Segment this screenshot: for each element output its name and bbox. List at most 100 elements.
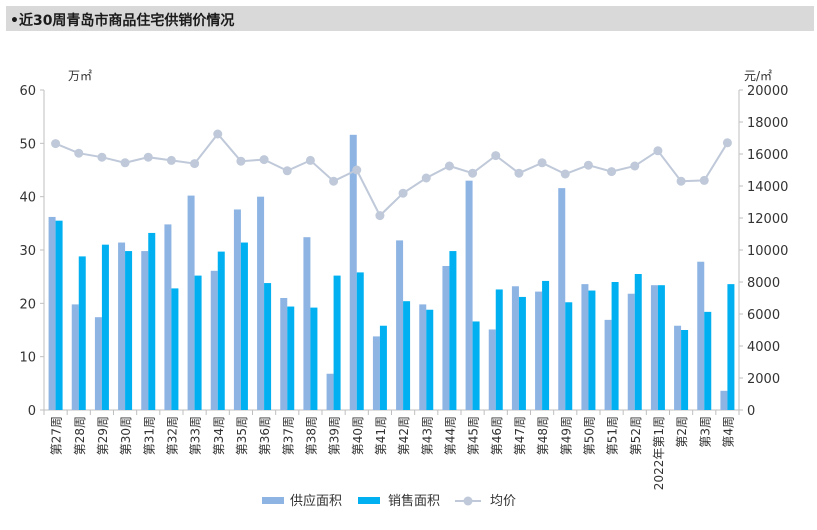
bar-sales <box>634 274 642 410</box>
x-tick-label: 第31周 <box>142 416 156 455</box>
y-left-tick-label: 40 <box>19 191 36 206</box>
point-price <box>166 155 176 165</box>
point-price <box>190 159 200 169</box>
bar-supply <box>511 286 519 410</box>
bar-supply <box>419 304 427 410</box>
y-right-tick-label: 6000 <box>747 308 780 323</box>
bar-sales <box>518 296 526 410</box>
chart-title: •近30周青岛市商品住宅供销价情况 <box>10 13 235 29</box>
bar-sales <box>565 302 573 410</box>
bar-sales <box>55 220 63 410</box>
point-price <box>74 148 84 158</box>
point-price <box>653 146 663 156</box>
legend-label-price: 均价 <box>490 494 516 509</box>
y-right-tick-label: 12000 <box>747 212 788 227</box>
x-tick-label: 第51周 <box>606 416 620 455</box>
bar-supply <box>326 373 334 410</box>
bar-supply <box>280 298 288 410</box>
bar-supply <box>650 285 658 410</box>
point-price <box>421 173 431 183</box>
bar-sales <box>171 288 179 410</box>
bar-sales <box>542 280 550 410</box>
point-price <box>491 151 501 161</box>
bar-sales <box>611 282 619 410</box>
y-right-tick-label: 0 <box>747 404 755 419</box>
x-tick-label: 第29周 <box>96 416 110 455</box>
y-right-unit-label: 元/㎡ <box>744 69 772 83</box>
point-price <box>583 160 593 170</box>
legend-label-supply: 供应面积 <box>290 493 342 509</box>
x-tick-label: 第30周 <box>119 416 133 455</box>
x-tick-label: 第32周 <box>165 416 179 455</box>
bar-supply <box>558 188 566 410</box>
point-price <box>213 129 223 139</box>
bar-supply <box>303 237 311 410</box>
x-tick-label: 第33周 <box>189 416 203 455</box>
point-price <box>143 152 153 162</box>
bar-supply <box>488 329 496 410</box>
bar-sales <box>217 251 225 410</box>
bar-supply <box>627 293 635 410</box>
x-tick-label: 第36周 <box>258 416 272 455</box>
bar-supply <box>141 251 149 410</box>
bar-sales <box>264 283 272 410</box>
bar-supply <box>442 266 450 410</box>
y-right-tick-label: 10000 <box>747 244 788 259</box>
bar-supply <box>697 261 705 410</box>
bar-sales <box>125 251 133 410</box>
x-tick-label: 第47周 <box>513 416 527 455</box>
bar-sales <box>78 256 86 410</box>
bar-sales <box>194 275 202 410</box>
bar-sales <box>148 232 156 410</box>
bar-sales <box>704 311 712 410</box>
y-right-tick-label: 16000 <box>747 148 788 163</box>
bar-sales <box>240 242 248 410</box>
point-price <box>444 161 454 171</box>
x-tick-label: 第46周 <box>490 416 504 455</box>
bar-sales <box>657 285 665 410</box>
bar-sales <box>588 290 596 410</box>
bar-supply <box>720 390 728 410</box>
bar-supply <box>71 304 79 410</box>
x-tick-label: 第45周 <box>467 416 481 455</box>
bar-sales <box>426 309 434 410</box>
point-price <box>329 176 339 186</box>
bar-supply <box>465 180 473 410</box>
x-tick-label: 第52周 <box>629 416 643 455</box>
point-price <box>722 138 732 148</box>
line-price <box>55 132 729 218</box>
point-price <box>398 188 408 198</box>
x-tick-label: 第43周 <box>420 416 434 455</box>
bar-supply <box>604 319 612 410</box>
bar-sales <box>472 321 480 410</box>
bar-sales <box>403 301 411 410</box>
bar-sales <box>310 307 318 410</box>
point-price <box>282 166 292 176</box>
point-price <box>560 169 570 179</box>
legend-label-sales: 销售面积 <box>388 493 440 509</box>
point-price <box>514 168 524 178</box>
x-tick-label: 第37周 <box>281 416 295 455</box>
x-tick-label: 第3周 <box>698 416 712 448</box>
bar-supply <box>118 242 126 410</box>
x-tick-label: 第42周 <box>397 416 411 455</box>
y-right-tick-label: 4000 <box>747 340 780 355</box>
x-tick-label: 2022年第1周 <box>652 416 666 490</box>
bar-supply <box>396 240 404 410</box>
y-left-tick-label: 0 <box>28 404 36 419</box>
point-price <box>120 158 130 168</box>
point-price <box>607 167 617 177</box>
bar-sales <box>333 275 341 410</box>
title-bar: •近30周青岛市商品住宅供销价情况 <box>6 6 814 31</box>
bar-supply <box>187 195 195 410</box>
bar-sales <box>449 251 457 410</box>
legend-swatch-sales <box>358 497 380 504</box>
point-price <box>305 155 315 165</box>
bar-sales <box>287 306 295 410</box>
y-left-unit-label: 万㎡ <box>68 69 92 83</box>
x-tick-label: 第40周 <box>351 416 365 455</box>
x-tick-label: 第50周 <box>582 416 596 455</box>
y-right-tick-label: 2000 <box>747 372 780 387</box>
point-price <box>51 139 61 149</box>
bar-sales <box>495 289 503 410</box>
